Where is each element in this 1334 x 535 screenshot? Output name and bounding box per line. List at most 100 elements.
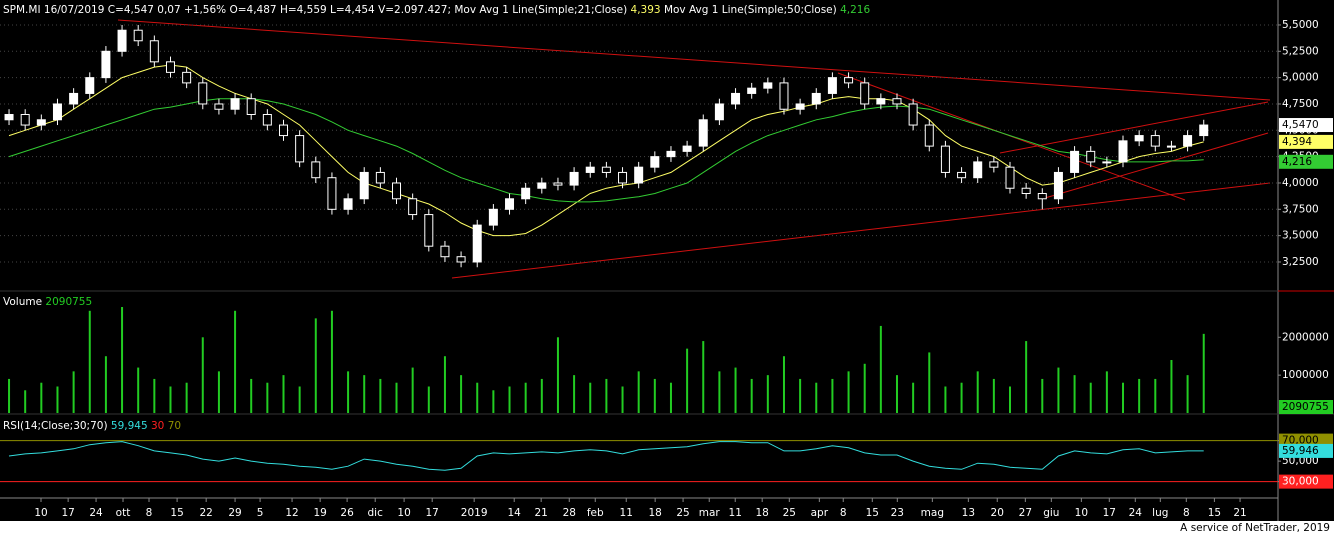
candle-body	[763, 82, 773, 89]
volume-bar	[185, 382, 188, 413]
trend-line	[999, 101, 1269, 154]
volume-bar	[1170, 360, 1173, 413]
volume-header: Volume 2090755	[3, 296, 92, 308]
candle-body	[698, 119, 708, 147]
volume-bar	[1009, 386, 1012, 413]
volume-bar	[863, 363, 866, 413]
x-tick-label: 24	[1129, 507, 1143, 519]
volume-bar	[1105, 371, 1108, 413]
trend-line	[451, 182, 1271, 279]
volume-bar	[573, 375, 576, 413]
candle-body	[278, 124, 288, 137]
x-tick-label: 10	[397, 507, 410, 519]
candle-body	[1021, 187, 1031, 195]
x-tick-label: 24	[89, 507, 103, 519]
candle-body	[973, 161, 983, 179]
volume-bar	[476, 382, 479, 413]
candle-body	[779, 82, 789, 110]
x-tick-label: 25	[676, 507, 689, 519]
x-tick-label: 28	[563, 507, 576, 519]
candle-body	[989, 161, 999, 168]
x-tick-label: mar	[699, 507, 721, 519]
candle-body	[682, 145, 692, 152]
volume-bar	[944, 386, 947, 413]
line-series	[8, 98, 1204, 203]
volume-bar	[524, 382, 527, 413]
x-tick-label: 5	[257, 507, 264, 519]
candle-body	[246, 98, 256, 116]
candle-body	[1053, 171, 1063, 200]
x-tick-label: 15	[866, 507, 879, 519]
value-tag-box	[1279, 118, 1333, 133]
candle-body	[1005, 166, 1015, 189]
candle-body	[230, 98, 240, 110]
volume-bar	[1089, 382, 1092, 413]
candle-body	[198, 82, 208, 105]
candle-body	[69, 92, 79, 105]
candle-body	[569, 171, 579, 186]
candle-body	[908, 103, 918, 126]
y-tick-label: 3,7500	[1282, 203, 1319, 215]
volume-bar	[895, 375, 898, 413]
candle-body	[424, 214, 434, 247]
volume-bar	[718, 371, 721, 413]
x-tick-label: 11	[729, 507, 742, 519]
volume-bar	[234, 310, 237, 413]
candle-body	[1199, 124, 1209, 137]
volume-bar	[1057, 367, 1060, 413]
candle-body	[262, 114, 272, 126]
candle-body	[860, 82, 870, 105]
legend-value: 59,945	[111, 420, 148, 432]
volume-bar	[508, 386, 511, 413]
candle-body	[1134, 135, 1144, 142]
candle-body	[795, 103, 805, 110]
x-tick-label: giu	[1043, 507, 1059, 519]
volume-bar	[137, 367, 140, 413]
x-tick-label: feb	[587, 507, 604, 519]
volume-bar	[8, 378, 11, 413]
volume-bar	[363, 375, 366, 413]
volume-bar	[104, 356, 107, 413]
candle-body	[811, 92, 821, 105]
x-tick-label: 17	[61, 507, 74, 519]
y-tick-label: 4,7500	[1282, 98, 1319, 110]
volume-bar	[605, 378, 608, 413]
candle-body	[957, 171, 967, 179]
x-tick-label: 23	[891, 507, 904, 519]
candle-body	[359, 171, 369, 200]
value-tag: 70,000	[1282, 435, 1319, 447]
volume-bar	[169, 386, 172, 413]
value-tag: 4,5470	[1282, 119, 1319, 131]
volume-bar	[250, 378, 253, 413]
candle-body	[149, 40, 159, 63]
rsi-header: RSI(14;Close;30;70) 59,945 30 70	[3, 420, 181, 432]
volume-bar	[427, 386, 430, 413]
volume-bar	[56, 386, 59, 413]
volume-bar	[556, 337, 559, 413]
volume-bar	[298, 386, 301, 413]
candle-body	[666, 150, 676, 158]
candle-body	[521, 187, 531, 200]
legend-label: Mov Avg 1 Line(Simple;50;Close)	[664, 4, 837, 16]
title: SPM.MI 16/07/2019 C=4,547 0,07 +1,56% O=…	[3, 4, 451, 16]
candle-body	[1183, 135, 1193, 147]
candle-body	[36, 119, 46, 126]
value-tag: 2090755	[1282, 401, 1329, 413]
candle-body	[311, 161, 321, 179]
volume-bar	[847, 371, 850, 413]
x-tick-label: 18	[755, 507, 768, 519]
x-tick-label: 21	[1233, 507, 1246, 519]
candle-body	[747, 87, 757, 94]
x-tick-label: apr	[811, 507, 829, 519]
value-tag: 4,394	[1282, 136, 1312, 148]
candle-body	[214, 103, 224, 110]
volume-bar	[72, 371, 75, 413]
volume-bar	[976, 371, 979, 413]
candle-body	[440, 245, 450, 258]
value-tag-box	[1279, 400, 1333, 414]
y-tick-label: 5,0000	[1282, 72, 1319, 84]
x-tick-label: 15	[1208, 507, 1221, 519]
x-tick-label: 8	[146, 507, 153, 519]
x-tick-label: 12	[285, 507, 298, 519]
candle-body	[408, 198, 418, 216]
